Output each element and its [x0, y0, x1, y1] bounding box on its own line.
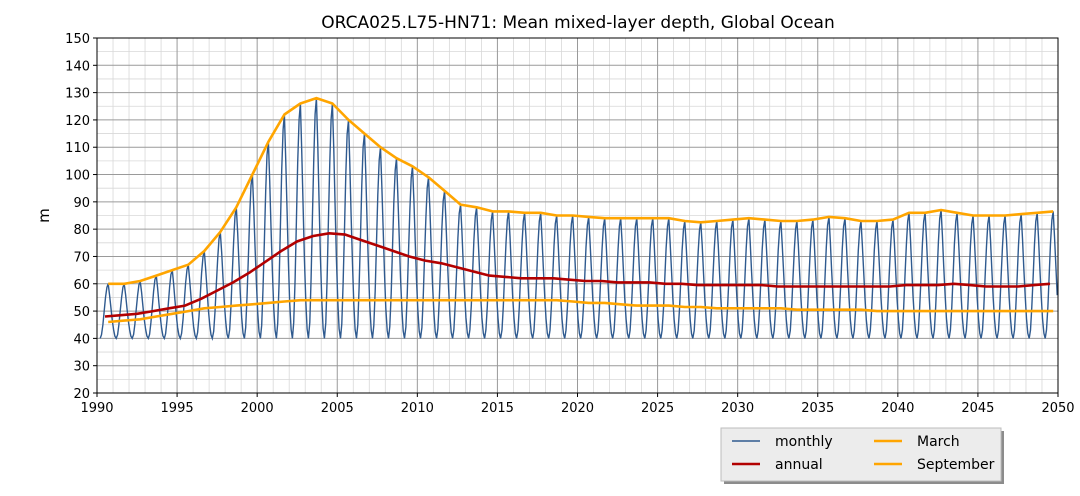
x-tick-label: 2010	[401, 401, 434, 416]
x-tick-label: 2000	[241, 401, 274, 416]
y-tick-label: 40	[73, 332, 90, 347]
y-tick-label: 80	[73, 223, 90, 238]
chart-title: ORCA025.L75-HN71: Mean mixed-layer depth…	[321, 13, 834, 33]
y-tick-label: 120	[65, 114, 90, 129]
y-tick-label: 60	[73, 278, 90, 293]
legend-label-march: March	[917, 434, 960, 450]
y-tick-label: 110	[65, 141, 90, 156]
y-tick-label: 70	[73, 250, 90, 265]
y-tick-label: 20	[73, 387, 90, 402]
x-tick-label: 2005	[321, 401, 354, 416]
x-tick-label: 2045	[961, 401, 994, 416]
x-tick-label: 2050	[1041, 401, 1074, 416]
series-annual-line	[104, 232, 1051, 318]
axes-ticks: 1990 1995 2000 2005 2010 2015 2020 2025 2030 2035…	[65, 32, 1074, 416]
series-monthly-line	[99, 98, 1058, 342]
x-tick-label: 2015	[481, 401, 514, 416]
x-tick-label: 2035	[801, 401, 834, 416]
legend-label-monthly: monthly	[775, 434, 833, 450]
x-tick-label: 1990	[80, 401, 113, 416]
series-march-line	[108, 96, 1054, 286]
x-tick-label: 2030	[721, 401, 754, 416]
y-tick-label: 90	[73, 196, 90, 211]
plot-series	[99, 96, 1058, 342]
x-tick-label: 1995	[161, 401, 194, 416]
y-tick-label: 150	[65, 32, 90, 47]
legend: monthly annual March September	[720, 427, 1004, 484]
y-tick-label: 30	[73, 360, 90, 375]
y-axis-label: m	[35, 208, 53, 223]
y-tick-label: 100	[65, 169, 90, 184]
x-tick-label: 2040	[881, 401, 914, 416]
x-tick-label: 2025	[641, 401, 674, 416]
y-tick-label: 130	[65, 87, 90, 102]
x-tick-label: 2020	[561, 401, 594, 416]
y-tick-label: 50	[73, 305, 90, 320]
legend-label-september: September	[917, 457, 995, 473]
series-september-line	[108, 298, 1054, 324]
legend-box	[720, 427, 1002, 482]
legend-label-annual: annual	[775, 457, 823, 473]
y-tick-label: 140	[65, 59, 90, 74]
